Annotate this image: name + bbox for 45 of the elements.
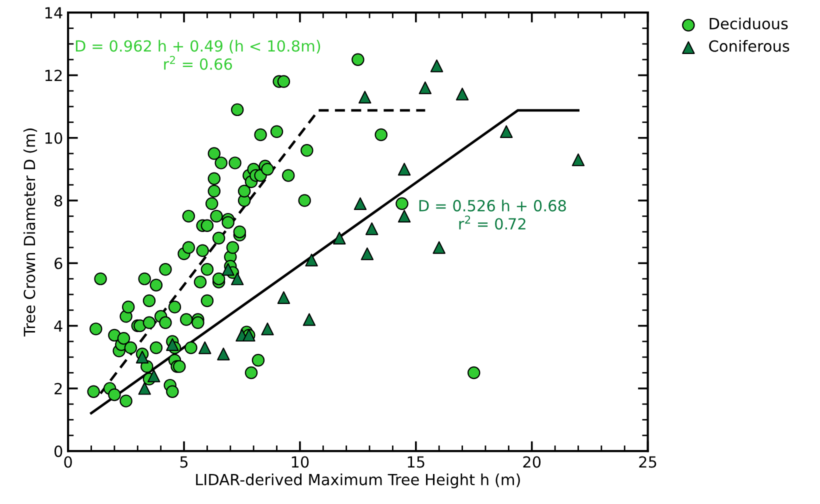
y-tick-label: 12	[45, 70, 62, 82]
point	[230, 272, 244, 286]
point	[333, 232, 346, 244]
x-tick-label: 25	[639, 456, 656, 468]
y-tick-label: 4	[54, 320, 62, 332]
y-tick-label: 2	[54, 382, 62, 394]
x-tick-label: 5	[180, 456, 188, 468]
point	[217, 348, 230, 360]
annotation: D = 0.526 h + 0.68 r$^{2}$ = 0.72	[419, 200, 566, 230]
y-tick-label: 0	[54, 446, 62, 458]
point	[138, 382, 151, 395]
y-tick-label: 10	[45, 132, 62, 144]
x-tick-label: 15	[408, 456, 424, 468]
x-tick-label: 0	[64, 456, 72, 468]
x-tick-label: 20	[523, 456, 541, 468]
y-tick-label: 6	[54, 258, 62, 270]
point	[358, 90, 372, 104]
y-axis-title: Tree Crown Diameter D (m)	[23, 128, 38, 337]
legend-label: Coniferous	[709, 40, 790, 52]
point	[147, 370, 160, 382]
point	[430, 59, 444, 72]
point	[261, 322, 274, 336]
point	[305, 254, 318, 266]
point	[166, 338, 179, 351]
point	[365, 222, 378, 236]
annotation: D = 0.962 h + 0.49 (h < 10.8m) r$^{2}$ = 0.66	[76, 40, 320, 70]
point	[136, 350, 149, 364]
point	[277, 291, 290, 304]
point	[302, 313, 316, 326]
y-tick-label: 8	[54, 194, 62, 207]
point	[432, 241, 446, 254]
point	[398, 210, 411, 223]
x-tick-label: 10	[292, 456, 309, 468]
y-tick-label: 14	[45, 7, 62, 18]
point	[456, 88, 469, 100]
point	[360, 247, 374, 260]
point	[354, 197, 367, 210]
point	[418, 81, 432, 94]
point	[398, 162, 411, 176]
point	[500, 125, 513, 138]
legend-label: Deciduous	[710, 18, 788, 30]
point	[198, 341, 212, 354]
x-axis-title: LIDAR-derived Maximum Tree Height h (m)	[196, 474, 520, 488]
point	[572, 153, 585, 166]
point	[222, 263, 234, 276]
